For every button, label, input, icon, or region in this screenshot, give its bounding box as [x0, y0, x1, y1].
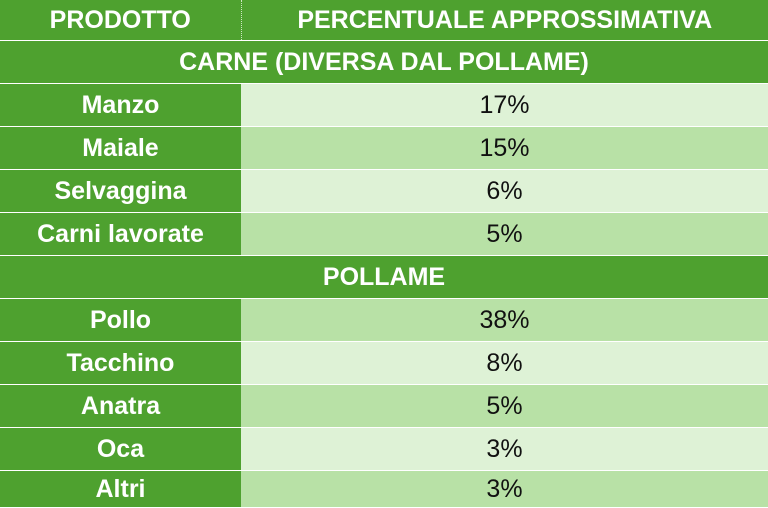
percentage-value: 3% [241, 427, 768, 471]
percentage-value: 17% [241, 83, 768, 127]
product-name: Carni lavorate [0, 212, 241, 256]
product-name: Maiale [0, 126, 241, 170]
section-header-poultry: POLLAME [0, 255, 768, 299]
product-name: Pollo [0, 298, 241, 342]
product-name: Selvaggina [0, 169, 241, 213]
percentage-value: 5% [241, 384, 768, 428]
table-row: Manzo 17% [0, 83, 768, 127]
table-header-row: PRODOTTO PERCENTUALE APPROSSIMATIVA [0, 0, 768, 41]
product-name: Anatra [0, 384, 241, 428]
product-name: Oca [0, 427, 241, 471]
percentage-value: 15% [241, 126, 768, 170]
table-row: Oca 3% [0, 427, 768, 471]
table-row: Maiale 15% [0, 126, 768, 170]
percentage-value: 8% [241, 341, 768, 385]
section-header-meat: CARNE (DIVERSA DAL POLLAME) [0, 40, 768, 84]
percentage-value: 5% [241, 212, 768, 256]
section-title: POLLAME [0, 255, 768, 299]
product-name: Altri [0, 470, 241, 508]
table-row: Tacchino 8% [0, 341, 768, 385]
percentage-value: 38% [241, 298, 768, 342]
percentage-value: 6% [241, 169, 768, 213]
table-row: Anatra 5% [0, 384, 768, 428]
product-name: Tacchino [0, 341, 241, 385]
table-row: Carni lavorate 5% [0, 212, 768, 256]
header-product: PRODOTTO [0, 0, 242, 41]
product-name: Manzo [0, 83, 241, 127]
table-row: Altri 3% [0, 470, 768, 508]
table-row: Selvaggina 6% [0, 169, 768, 213]
section-title: CARNE (DIVERSA DAL POLLAME) [0, 40, 768, 84]
percentage-value: 3% [241, 470, 768, 508]
header-percentage: PERCENTUALE APPROSSIMATIVA [241, 0, 768, 41]
table-row: Pollo 38% [0, 298, 768, 342]
